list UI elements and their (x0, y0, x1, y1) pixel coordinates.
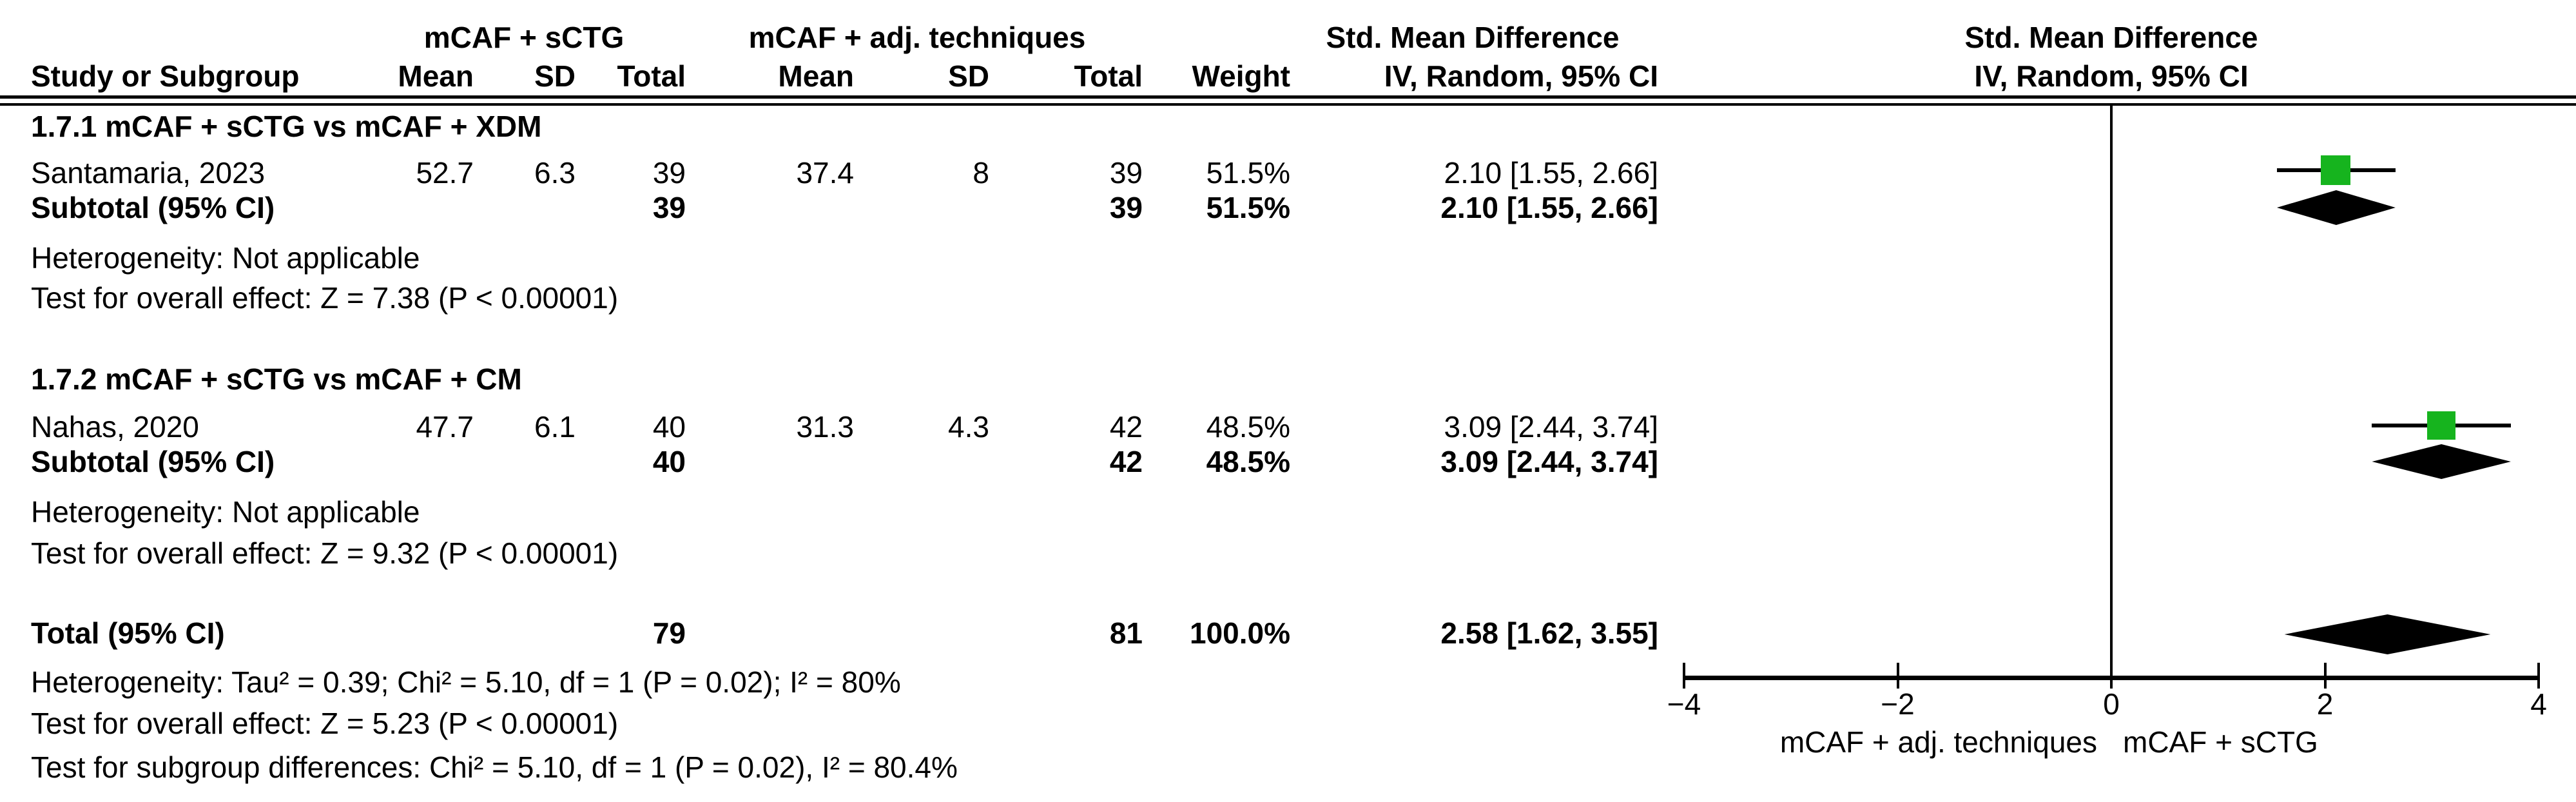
study-mean2: 31.3 (796, 410, 854, 444)
plot-title: Std. Mean Difference (1964, 21, 2258, 54)
study-total2: 42 (1109, 410, 1143, 444)
axis-tick-label: 4 (2530, 687, 2547, 721)
total1-column-header: Total (617, 59, 686, 93)
zero-line (2110, 106, 2113, 677)
study-name: Nahas, 2020 (31, 410, 199, 444)
axis-label-left: mCAF + adj. techniques (1779, 725, 2097, 759)
study-weight: 48.5% (1206, 410, 1290, 444)
mean2-column-header: Mean (778, 59, 854, 93)
axis-tick-label: 2 (2316, 687, 2334, 721)
subtotal-total1: 39 (652, 191, 686, 224)
subtotal-label: Subtotal (95% CI) (31, 191, 275, 224)
subgroup-differences-text: Test for subgroup differences: Chi² = 5.… (31, 750, 958, 784)
axis-tick (2537, 663, 2540, 689)
section-title: 1.7.1 mCAF + sCTG vs mCAF + XDM (0, 108, 2576, 144)
effect-column-subheader: IV, Random, 95% CI (1384, 59, 1658, 93)
sd1-column-header: SD (534, 59, 576, 93)
subtotal-ci: 3.09 [2.44, 3.74] (1440, 445, 1658, 478)
group2-header: mCAF + adj. techniques (748, 21, 1086, 54)
header-divider (0, 95, 2576, 106)
study-mean1: 52.7 (416, 156, 474, 190)
subtotal-row: Subtotal (95% CI) 40 42 48.5% 3.09 [2.44… (0, 444, 2576, 480)
study-name: Santamaria, 2023 (31, 156, 266, 190)
study-sd1: 6.3 (534, 156, 576, 190)
total-weight: 100.0% (1189, 616, 1290, 650)
axis-tick (1683, 663, 1685, 689)
axis-tick-label: −2 (1881, 687, 1915, 721)
study-total1: 39 (652, 156, 686, 190)
heterogeneity-text: Heterogeneity: Not applicable (31, 495, 420, 529)
axis-tick (2110, 663, 2113, 689)
axis-tick-label: 0 (2103, 687, 2120, 721)
study-row: Nahas, 2020 47.7 6.1 40 31.3 4.3 42 48.5… (0, 409, 2576, 445)
sd2-column-header: SD (948, 59, 989, 93)
study-weight: 51.5% (1206, 156, 1290, 190)
subtotal-row: Subtotal (95% CI) 39 39 51.5% 2.10 [1.55… (0, 190, 2576, 226)
overall-effect-line: Test for overall effect: Z = 9.32 (P < 0… (0, 535, 2576, 571)
section-1-title: 1.7.1 mCAF + sCTG vs mCAF + XDM (31, 110, 542, 143)
axis-tick (1896, 663, 1899, 689)
overall-effect-line: Test for overall effect: Z = 7.38 (P < 0… (0, 280, 2576, 316)
mean1-column-header: Mean (398, 59, 474, 93)
study-sd1: 6.1 (534, 410, 576, 444)
total-heterogeneity-text: Heterogeneity: Tau² = 0.39; Chi² = 5.10,… (31, 665, 901, 699)
overall-effect-text: Test for overall effect: Z = 7.38 (P < 0… (31, 281, 619, 315)
study-row: Santamaria, 2023 52.7 6.3 39 37.4 8 39 5… (0, 155, 2576, 191)
total-ci: 2.58 [1.62, 3.55] (1440, 616, 1658, 650)
axis-tick-label: −4 (1667, 687, 1701, 721)
subtotal-total2: 39 (1109, 191, 1143, 224)
overall-effect-text: Test for overall effect: Z = 9.32 (P < 0… (31, 536, 619, 570)
effect-column-title: Std. Mean Difference (1326, 21, 1620, 54)
group1-header: mCAF + sCTG (423, 21, 625, 54)
plot-subtitle: IV, Random, 95% CI (1974, 59, 2249, 93)
subgroup-differences-line: Test for subgroup differences: Chi² = 5.… (0, 749, 2576, 785)
study-point-marker (2427, 411, 2456, 440)
heterogeneity-line: Heterogeneity: Not applicable (0, 240, 2576, 276)
study-mean2: 37.4 (796, 156, 854, 190)
total-heterogeneity-line: Heterogeneity: Tau² = 0.39; Chi² = 5.10,… (0, 664, 2576, 700)
subtotal-total2: 42 (1109, 445, 1143, 478)
total-row: Total (95% CI) 79 81 100.0% 2.58 [1.62, … (0, 615, 2576, 651)
subtotal-weight: 48.5% (1206, 445, 1290, 478)
total-total1: 79 (652, 616, 686, 650)
total-label: Total (95% CI) (31, 616, 225, 650)
section-2-title: 1.7.2 mCAF + sCTG vs mCAF + CM (31, 362, 522, 396)
study-sd2: 8 (973, 156, 989, 190)
axis-tick (2323, 663, 2327, 689)
axis-label-right: mCAF + sCTG (2123, 725, 2318, 759)
study-point-marker (2321, 155, 2351, 185)
subtotal-ci: 2.10 [1.55, 2.66] (1440, 191, 1658, 224)
total-total2: 81 (1109, 616, 1143, 650)
weight-column-header: Weight (1192, 59, 1290, 93)
total-overall-effect-text: Test for overall effect: Z = 5.23 (P < 0… (31, 707, 619, 740)
header-group-row: mCAF + sCTG mCAF + adj. techniques Std. … (0, 19, 2576, 55)
total-overall-effect-line: Test for overall effect: Z = 5.23 (P < 0… (0, 705, 2576, 741)
study-ci: 3.09 [2.44, 3.74] (1444, 410, 1659, 444)
subtotal-total1: 40 (652, 445, 686, 478)
total2-column-header: Total (1074, 59, 1143, 93)
study-total2: 39 (1109, 156, 1143, 190)
heterogeneity-text: Heterogeneity: Not applicable (31, 241, 420, 275)
study-ci: 2.10 [1.55, 2.66] (1444, 156, 1659, 190)
study-sd2: 4.3 (948, 410, 989, 444)
study-column-header: Study or Subgroup (31, 59, 300, 93)
heterogeneity-line: Heterogeneity: Not applicable (0, 494, 2576, 530)
study-total1: 40 (652, 410, 686, 444)
subtotal-weight: 51.5% (1206, 191, 1290, 224)
section-title: 1.7.2 mCAF + sCTG vs mCAF + CM (0, 361, 2576, 397)
study-mean1: 47.7 (416, 410, 474, 444)
subtotal-label: Subtotal (95% CI) (31, 445, 275, 478)
header-column-row: Study or Subgroup Mean SD Total Mean SD … (0, 58, 2576, 94)
